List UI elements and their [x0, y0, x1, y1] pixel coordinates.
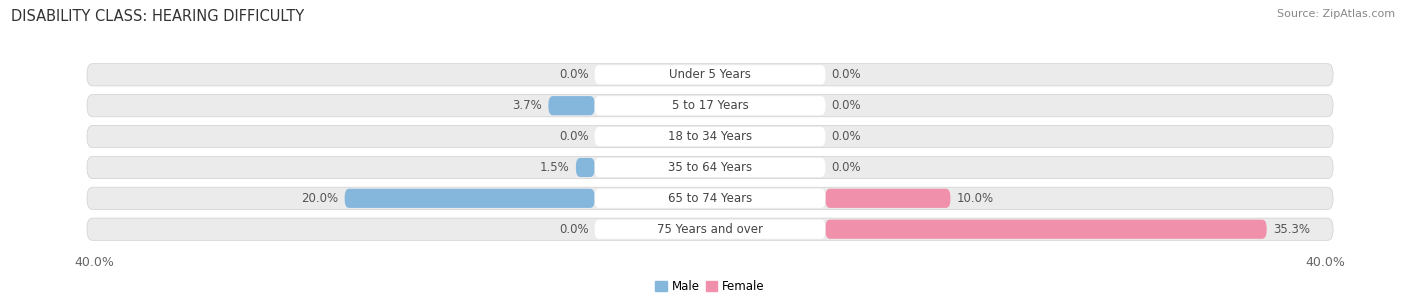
FancyBboxPatch shape [825, 219, 1267, 239]
Text: 1.5%: 1.5% [540, 161, 569, 174]
FancyBboxPatch shape [87, 156, 1333, 178]
Text: 0.0%: 0.0% [831, 99, 862, 112]
FancyBboxPatch shape [548, 96, 595, 115]
FancyBboxPatch shape [595, 96, 825, 115]
FancyBboxPatch shape [344, 189, 595, 208]
FancyBboxPatch shape [87, 218, 1333, 240]
Text: 0.0%: 0.0% [558, 68, 589, 81]
Text: 20.0%: 20.0% [301, 192, 339, 205]
Text: DISABILITY CLASS: HEARING DIFFICULTY: DISABILITY CLASS: HEARING DIFFICULTY [11, 9, 305, 24]
Text: Under 5 Years: Under 5 Years [669, 68, 751, 81]
Text: 0.0%: 0.0% [831, 161, 862, 174]
Text: 75 Years and over: 75 Years and over [657, 223, 763, 236]
FancyBboxPatch shape [576, 158, 595, 177]
Text: 0.0%: 0.0% [558, 223, 589, 236]
Text: 35 to 64 Years: 35 to 64 Years [668, 161, 752, 174]
FancyBboxPatch shape [595, 219, 825, 239]
FancyBboxPatch shape [87, 95, 1333, 117]
Text: 65 to 74 Years: 65 to 74 Years [668, 192, 752, 205]
FancyBboxPatch shape [87, 126, 1333, 148]
FancyBboxPatch shape [87, 187, 1333, 209]
FancyBboxPatch shape [87, 64, 1333, 86]
Text: 3.7%: 3.7% [513, 99, 543, 112]
Legend: Male, Female: Male, Female [651, 275, 769, 298]
FancyBboxPatch shape [595, 65, 825, 85]
FancyBboxPatch shape [595, 158, 825, 177]
Text: 0.0%: 0.0% [831, 130, 862, 143]
Text: 10.0%: 10.0% [956, 192, 994, 205]
Text: 0.0%: 0.0% [831, 68, 862, 81]
Text: 0.0%: 0.0% [558, 130, 589, 143]
FancyBboxPatch shape [595, 127, 825, 146]
Text: 5 to 17 Years: 5 to 17 Years [672, 99, 748, 112]
Text: 18 to 34 Years: 18 to 34 Years [668, 130, 752, 143]
FancyBboxPatch shape [825, 189, 950, 208]
Text: Source: ZipAtlas.com: Source: ZipAtlas.com [1277, 9, 1395, 19]
FancyBboxPatch shape [595, 189, 825, 208]
Text: 35.3%: 35.3% [1272, 223, 1310, 236]
